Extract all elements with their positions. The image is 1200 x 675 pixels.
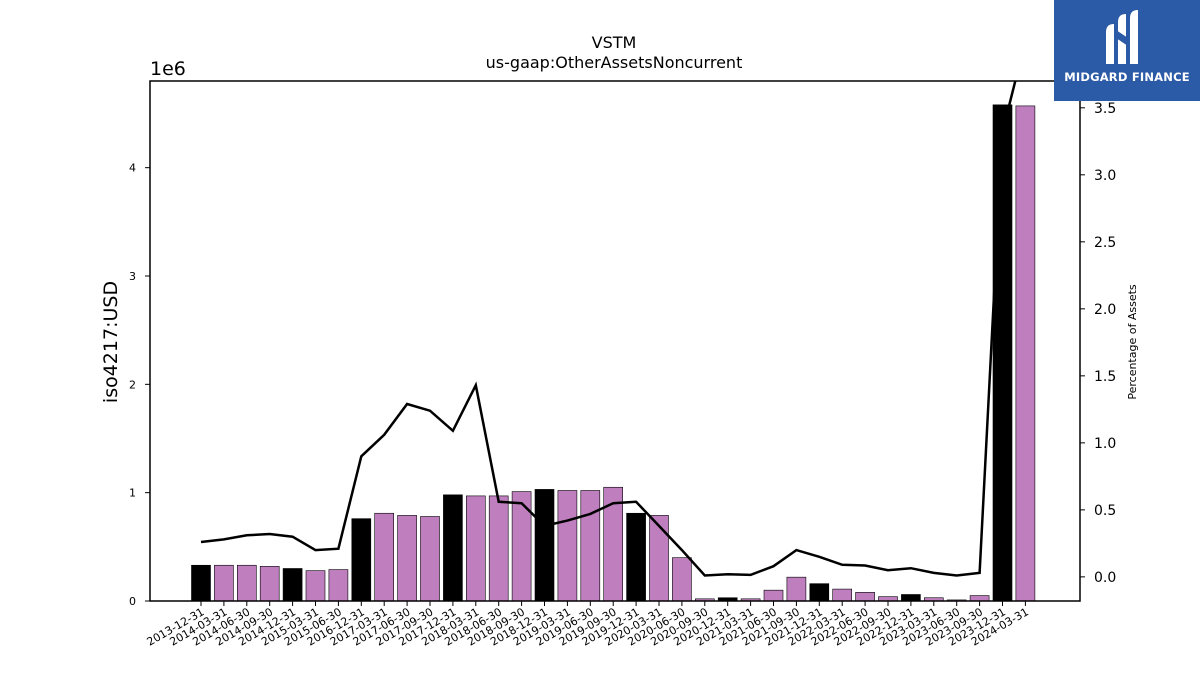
y2-tick-label: 2.5 (1094, 235, 1116, 251)
y-tick-label: 2 (129, 378, 136, 391)
y2-tick-label: 3.0 (1094, 168, 1116, 184)
plot-frame (149, 80, 1081, 602)
bar-2017-03-31 (374, 512, 395, 602)
bar-2017-12-31 (443, 494, 463, 602)
bar-2019-03-31 (557, 490, 578, 602)
line-group (200, 81, 1017, 577)
y-axis-label: iso4217:USD (100, 281, 122, 403)
bar-2014-03-31 (214, 564, 234, 602)
bar-2014-09-30 (259, 566, 280, 602)
percentage-line (200, 81, 1017, 577)
chart-title: VSTM (592, 33, 637, 52)
bar-2017-09-30 (420, 516, 440, 602)
logo-mark-icon (1106, 10, 1138, 64)
bar-2019-12-31 (626, 512, 646, 602)
bar-2022-12-31 (901, 594, 921, 602)
bar-2020-06-30 (672, 557, 692, 602)
y2-tick-label: 1.5 (1094, 369, 1116, 385)
bar-2023-09-30 (969, 595, 990, 602)
bar-2022-06-30 (855, 592, 875, 602)
bars-group (191, 104, 1036, 602)
bar-2021-12-31 (809, 583, 830, 602)
bar-2014-06-30 (237, 564, 257, 602)
y-scale-label: 1e6 (150, 58, 186, 80)
bar-2021-09-30 (786, 576, 807, 602)
y-tick-label: 1 (129, 487, 136, 500)
y2-tick-label: 2.0 (1094, 302, 1116, 318)
bar-2018-03-31 (465, 495, 486, 602)
x-ticks: 2013-12-312014-03-312014-06-302014-09-30… (145, 601, 1031, 649)
bar-2015-03-31 (305, 570, 326, 602)
bar-2020-03-31 (649, 515, 669, 602)
y2-axis-label: Percentage of Assets (1126, 284, 1139, 400)
y-tick-label: 0 (129, 595, 136, 608)
bar-2015-06-30 (328, 569, 349, 602)
bar-2017-06-30 (397, 515, 417, 602)
y-tick-label: 4 (129, 162, 136, 175)
y2-tick-label: 3.5 (1094, 101, 1116, 117)
chart-subtitle: us-gaap:OtherAssetsNoncurrent (486, 53, 743, 72)
bar-2018-09-30 (511, 491, 532, 602)
y-tick-label: 3 (129, 270, 136, 283)
bar-2014-12-31 (282, 568, 303, 602)
y-ticks: 0 1 2 3 4 (129, 162, 150, 608)
bar-2022-03-31 (832, 588, 853, 602)
bar-2023-12-31 (992, 104, 1013, 602)
bar-2018-06-30 (488, 495, 509, 602)
logo-text: MIDGARD FINANCE (1064, 70, 1190, 84)
y2-tick-label: 0.5 (1094, 503, 1116, 519)
bar-2019-06-30 (580, 490, 601, 602)
bar-2013-12-31 (191, 564, 211, 602)
bar-2024-03-31 (1015, 105, 1036, 602)
bar-2016-12-31 (351, 518, 372, 602)
midgard-finance-logo: MIDGARD FINANCE (1054, 0, 1200, 101)
bar-2021-06-30 (763, 589, 784, 602)
y2-ticks: 0.0 0.5 1.0 1.5 2.0 2.5 3.0 3.5 (1080, 101, 1116, 586)
y2-tick-label: 1.0 (1094, 436, 1116, 452)
bar-2018-12-31 (534, 489, 555, 602)
y2-tick-label: 0.0 (1094, 570, 1116, 586)
